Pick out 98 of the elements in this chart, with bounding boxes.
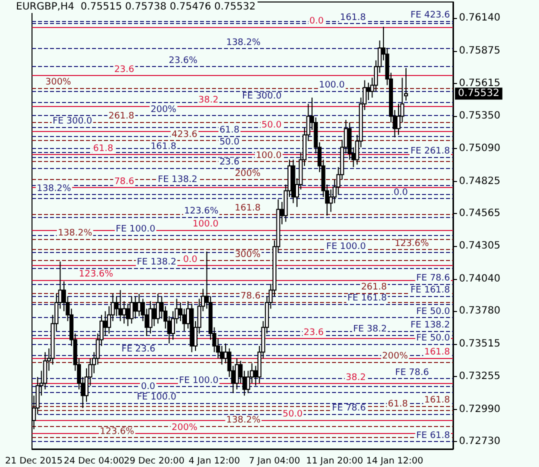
annotation: FE 100.0 (136, 392, 177, 402)
annotation: 50.0 (219, 138, 240, 148)
annotation: 61.8 (93, 144, 114, 154)
annotation: 38.2 (346, 372, 366, 383)
annotation: 161.8 (340, 12, 366, 23)
annotation: 138.2% (36, 184, 72, 194)
candlestick (366, 82, 370, 101)
annotation: 23.6 (219, 157, 240, 168)
annotation: 61.8 (219, 125, 240, 136)
annotation: 423.6 (172, 130, 198, 140)
annotation: 0.0 (183, 254, 198, 265)
x-tick-label: 4 Jan 12:00 (188, 456, 240, 466)
y-tick-label: 0.72730 (459, 436, 500, 448)
annotation: 100.0 (256, 151, 282, 162)
annotation: 78.6 (240, 291, 261, 302)
annotation: 138.2% (226, 38, 261, 48)
y-tick-label: 0.74040 (459, 273, 500, 284)
annotation: FE 100.0 (178, 376, 219, 386)
annotation: 100.0 (192, 220, 219, 230)
x-tick-label: 21 Dec 2015 (5, 456, 63, 466)
x-tick-label: 29 Dec 20:00 (124, 456, 185, 466)
annotation: FE 423.6 (410, 10, 450, 21)
candlestick (103, 310, 108, 337)
y-tick-label: 0.74305 (459, 240, 500, 252)
annotation: 161.8 (424, 396, 450, 406)
annotation: FE 138.2 (410, 320, 450, 331)
annotation: FE 300.0 (52, 116, 92, 126)
annotation: 123.6% (100, 427, 135, 438)
y-tick-label: 0.75615 (459, 78, 500, 89)
text: 0.75532 (458, 88, 500, 100)
annotation: FE 161.8 (410, 285, 450, 296)
annotation: 61.8 (388, 399, 408, 410)
annotation: 0.0 (140, 382, 156, 392)
candlestick (234, 358, 239, 390)
annotation: FE 38.2 (353, 324, 387, 335)
annotation: 0.0 (309, 16, 324, 26)
annotation: FE 100.0 (326, 242, 366, 252)
candlestick (148, 300, 152, 334)
annotation: FE 300.0 (242, 91, 282, 102)
x-tick-label: 11 Jan 20:00 (306, 456, 364, 466)
candlestick (122, 300, 126, 324)
annotation: FE 61.8 (416, 431, 450, 442)
annotation: 78.6 (114, 177, 135, 188)
annotation: FE 138.2 (158, 175, 198, 186)
annotation: FE 78.6 (332, 403, 366, 414)
annotation: 0.0 (394, 188, 408, 198)
y-tick-label: 0.75090 (459, 143, 500, 154)
annotation: 261.8 (108, 111, 135, 122)
annotation: 50.0 (262, 120, 282, 131)
annotation: 300% (45, 78, 72, 88)
candlestick (126, 303, 130, 327)
annotation: 50.0 (282, 409, 303, 420)
y-tick-label: 0.73780 (459, 306, 500, 317)
annotation: 138.2% (58, 228, 93, 238)
annotation: FE 161.8 (347, 293, 388, 304)
annotation: FE 261.8 (410, 146, 450, 156)
candlestick (137, 293, 142, 317)
y-tick-label: 0.74825 (459, 176, 500, 187)
annotation: 23.6 (114, 64, 135, 75)
annotation: 123.6% (184, 206, 219, 217)
y-tick-label: 0.73255 (459, 370, 500, 382)
annotation: 123.6% (78, 270, 114, 280)
y-tick-label: 0.75350 (459, 110, 500, 122)
annotation: FE 138.2 (136, 258, 176, 268)
y-tick-label: 0.72990 (459, 404, 500, 415)
annotation: 23.6 (304, 328, 324, 338)
annotation: 300% (234, 250, 261, 260)
annotation: 138.2% (226, 415, 261, 426)
x-tick-label: 14 Jan 12:00 (366, 456, 424, 466)
annotation: 123.6% (394, 239, 430, 250)
y-tick-label: 0.75875 (459, 46, 500, 57)
annotation: 200% (150, 105, 177, 116)
annotation: 200% (382, 351, 408, 362)
annotation: FE 100.0 (116, 224, 156, 235)
annotation: FE 78.6 (395, 368, 430, 378)
x-tick-label: 24 Dec 04:00 (64, 456, 125, 466)
candlestick (130, 296, 134, 324)
annotation: FE 78.6 (416, 273, 450, 284)
annotation: 100.0 (318, 80, 346, 91)
x-tick-label: 7 Jan 04:00 (248, 456, 300, 466)
annotation: FE 50.0 (416, 334, 450, 344)
y-tick-label: 0.76140 (459, 12, 500, 24)
chart-title: EURGBP,H4 0.75515 0.75738 0.75476 0.75532 (16, 2, 256, 12)
candlestick (118, 290, 122, 322)
y-tick-label: 0.74565 (459, 208, 500, 220)
candlestick (156, 293, 160, 324)
annotation: FE 50.0 (416, 307, 450, 318)
annotation: 38.2 (198, 95, 218, 106)
annotation: FE 23.6 (122, 344, 156, 354)
annotation: 161.8 (424, 347, 450, 358)
annotation: 200% (234, 169, 261, 180)
annotation: 23.6% (168, 56, 198, 66)
annotation: 161.8 (234, 204, 261, 214)
y-tick-label: 0.73515 (459, 338, 500, 350)
annotation: 200% (172, 422, 198, 433)
annotation: 261.8 (361, 282, 388, 293)
candlestick (152, 303, 156, 327)
annotation: 161.8 (150, 142, 177, 152)
